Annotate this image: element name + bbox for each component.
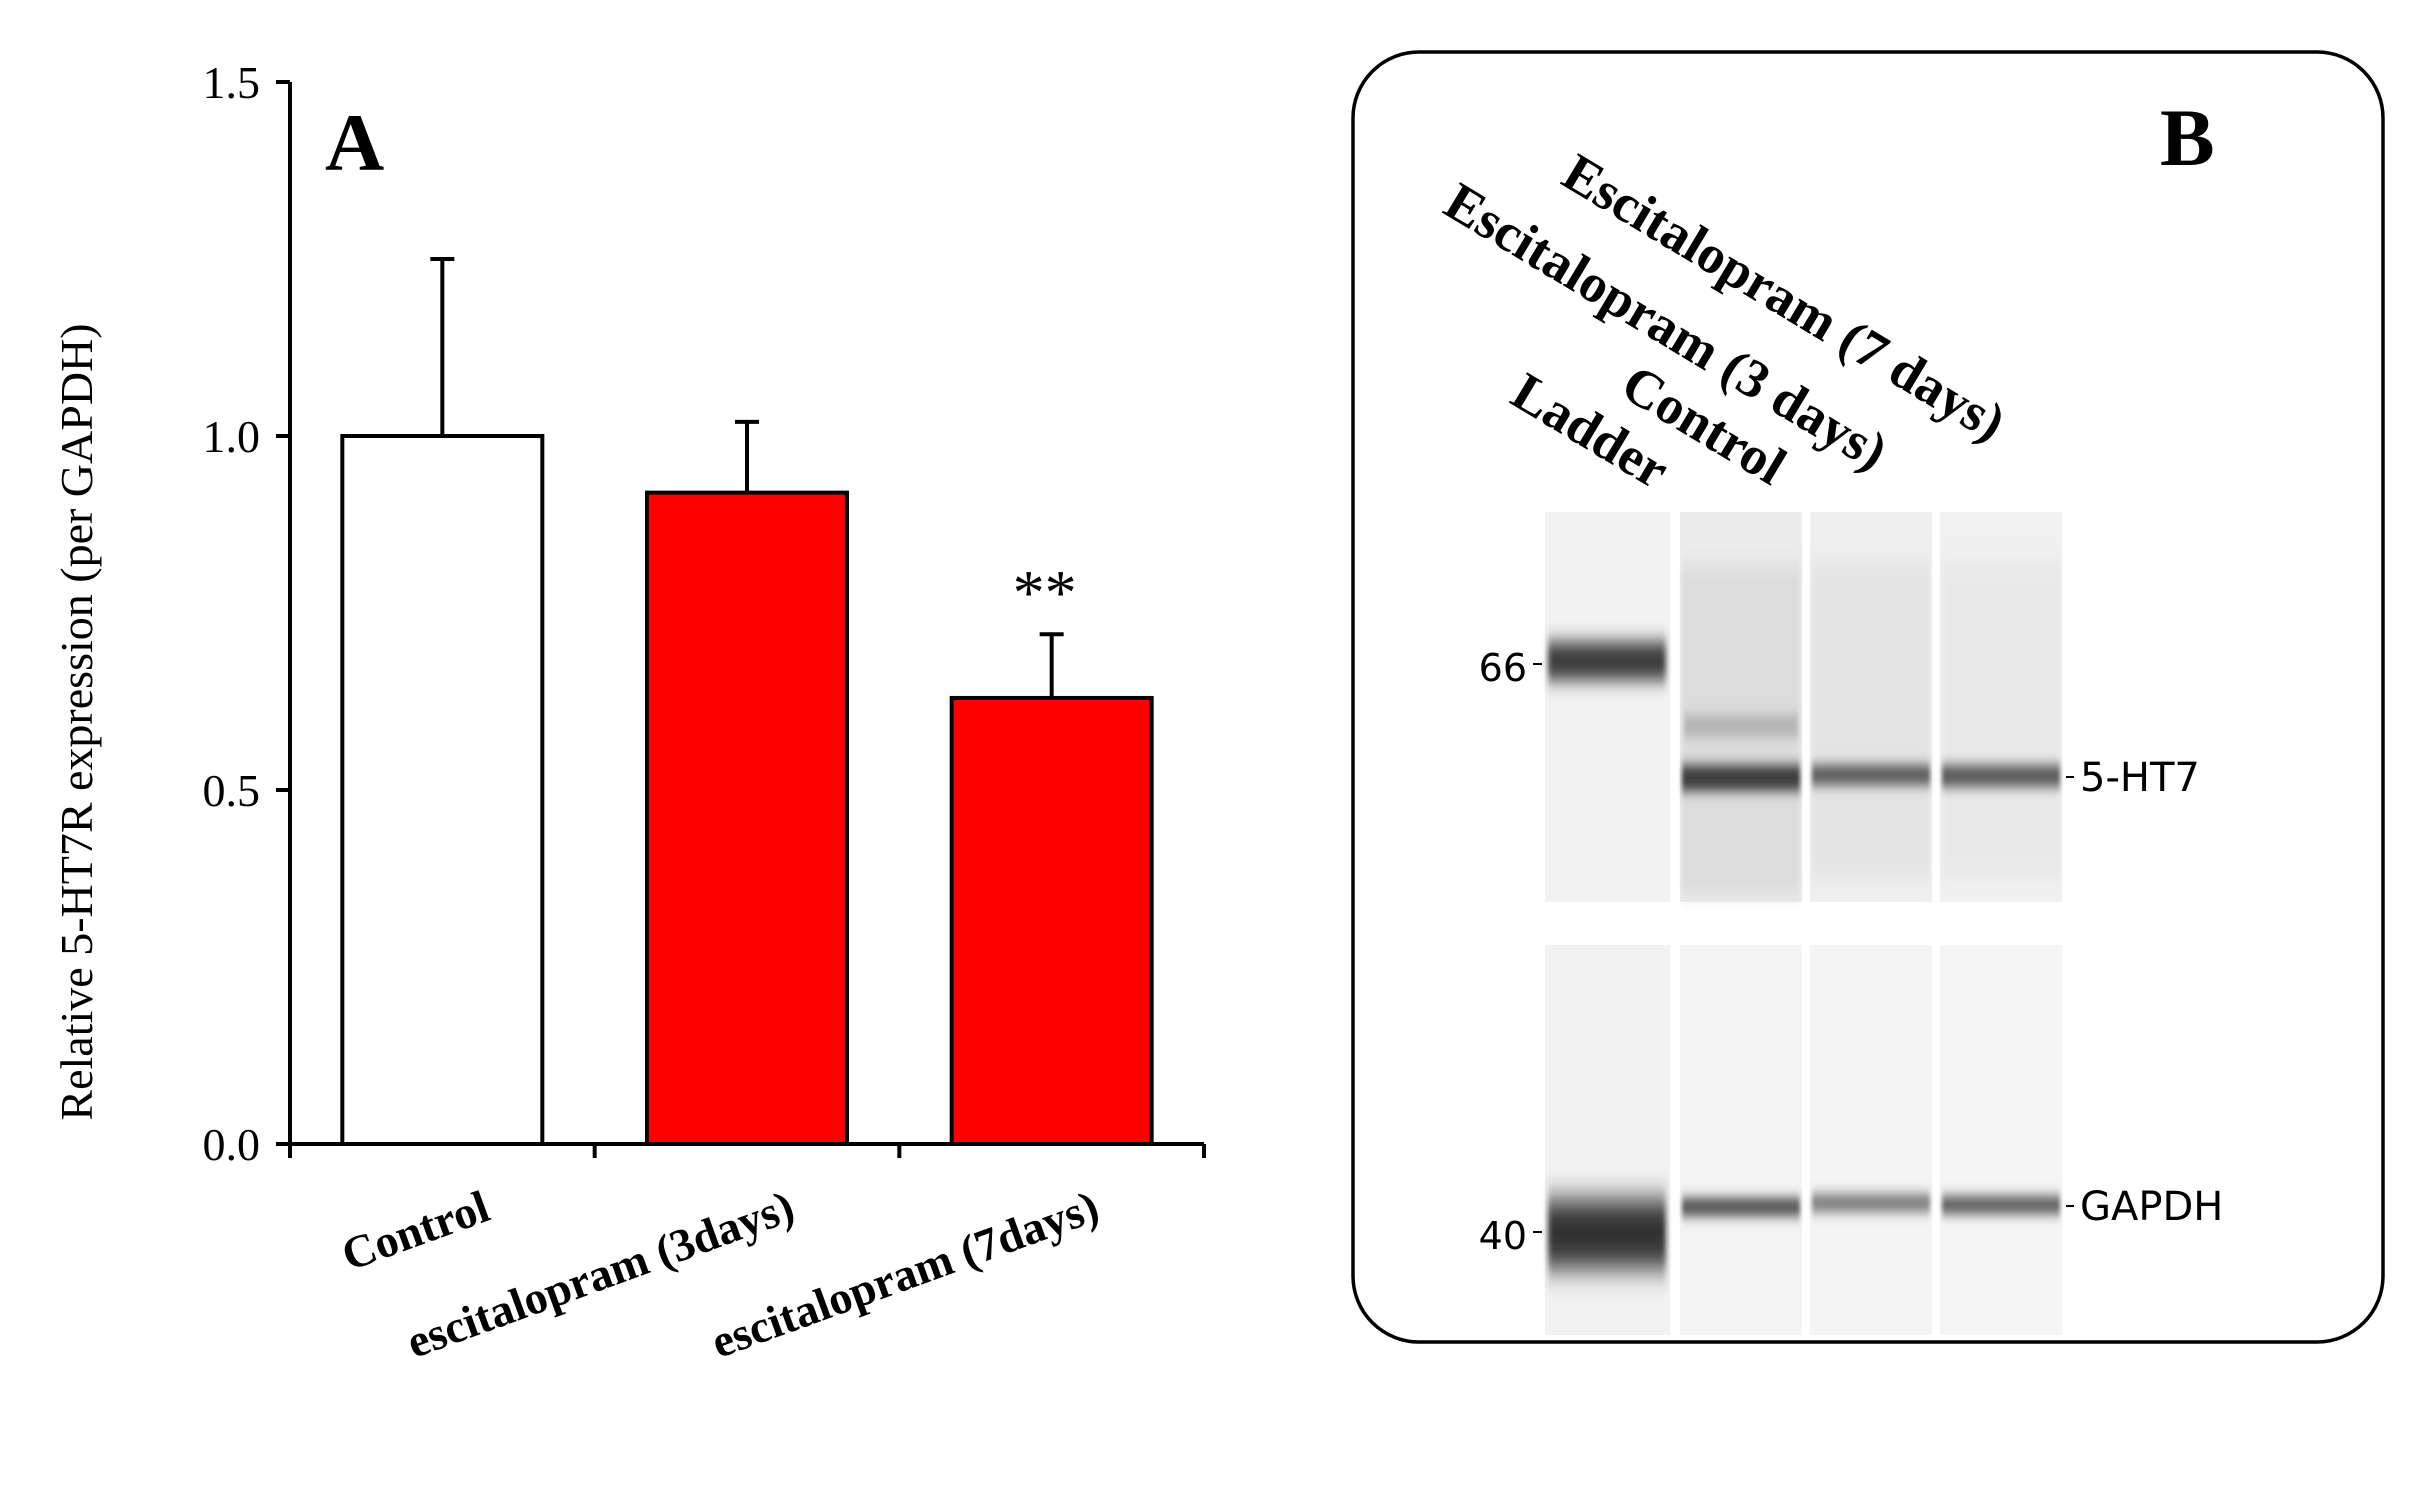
lane-7days-lower — [1940, 945, 2062, 1335]
gel-lower — [1545, 945, 2062, 1335]
gel-upper — [1545, 512, 2062, 902]
ladder-band-66 — [1548, 642, 1666, 680]
western-blot-panel: B Ladder Control Escitalopram (3 days) E… — [1351, 50, 2385, 1344]
bar — [645, 490, 849, 1146]
band-label-5ht7: 5-HT7 — [2080, 755, 2200, 801]
band-gapdh-3days — [1812, 1194, 1930, 1212]
y-tick-label: 1.5 — [203, 57, 261, 108]
band-5ht7-control — [1682, 765, 1800, 791]
y-tick-label: 1.0 — [203, 411, 261, 462]
band-label-gapdh: GAPDH — [2080, 1184, 2223, 1230]
y-tick-label: 0.0 — [203, 1119, 261, 1170]
smear-7days — [1942, 560, 2060, 880]
lane-ladder-upper — [1545, 512, 1670, 902]
lane-ladder-lower — [1545, 945, 1670, 1335]
lane-control-lower — [1680, 945, 1802, 1335]
x-category-label: Control — [335, 1180, 496, 1280]
panel-label-b: B — [2160, 92, 2215, 183]
bar-chart: A Relative 5-HT7R expression (per GAPDH)… — [51, 57, 1206, 1368]
band-5ht7-7days — [1942, 765, 2060, 787]
significance-mark: ** — [1013, 557, 1077, 628]
smear-3days — [1812, 560, 1930, 880]
faint-band-control — [1684, 715, 1798, 737]
marker-label-66: 66 — [1479, 646, 1527, 690]
lane-3days-lower — [1810, 945, 1932, 1335]
bar — [949, 695, 1154, 1147]
band-gapdh-control — [1682, 1198, 1800, 1216]
bar — [340, 434, 545, 1146]
panel-label-a: A — [325, 97, 384, 188]
ladder-band-40 — [1548, 1200, 1666, 1268]
band-5ht7-3days — [1812, 765, 1930, 785]
marker-label-40: 40 — [1479, 1214, 1527, 1258]
band-gapdh-7days — [1942, 1196, 2060, 1214]
y-tick-label: 0.5 — [203, 765, 261, 816]
y-axis-label: Relative 5-HT7R expression (per GAPDH) — [51, 323, 102, 1120]
